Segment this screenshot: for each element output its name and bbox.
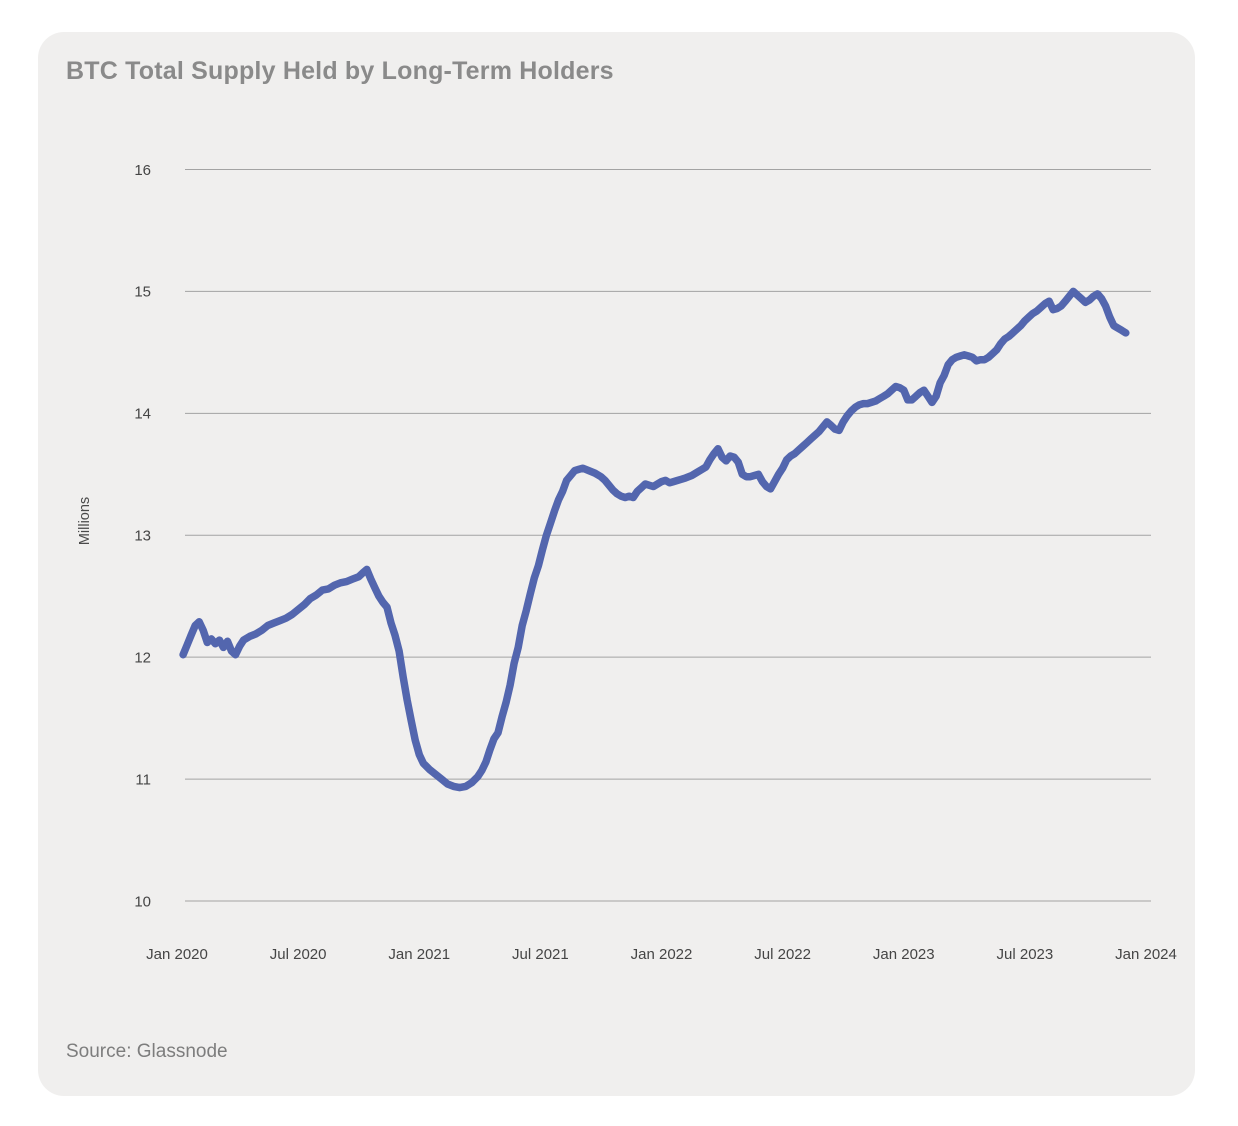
- x-tick-label: Jul 2023: [997, 946, 1054, 963]
- y-tick-label: 11: [135, 771, 151, 788]
- y-tick-label: 15: [134, 284, 151, 301]
- y-tick-label: 12: [134, 649, 151, 666]
- x-tick-label: Jul 2020: [270, 946, 327, 963]
- y-tick-label: 10: [134, 893, 151, 910]
- y-tick-label: 13: [134, 528, 151, 545]
- x-tick-label: Jan 2024: [1115, 946, 1177, 963]
- x-tick-label: Jan 2020: [146, 946, 208, 963]
- x-tick-label: Jan 2021: [388, 946, 450, 963]
- x-tick-label: Jan 2022: [631, 946, 693, 963]
- x-tick-label: Jan 2023: [873, 946, 935, 963]
- x-tick-label: Jul 2022: [754, 946, 811, 963]
- y-tick-label: 16: [134, 162, 151, 179]
- y-axis-title: Millions: [77, 497, 93, 545]
- supply-line-series: [179, 287, 1130, 792]
- y-tick-label: 14: [134, 406, 151, 423]
- source-caption: Source: Glassnode: [66, 1041, 228, 1062]
- x-tick-label: Jul 2021: [512, 946, 569, 963]
- chart-title: BTC Total Supply Held by Long-Term Holde…: [66, 57, 614, 85]
- chart-card: [38, 32, 1195, 1096]
